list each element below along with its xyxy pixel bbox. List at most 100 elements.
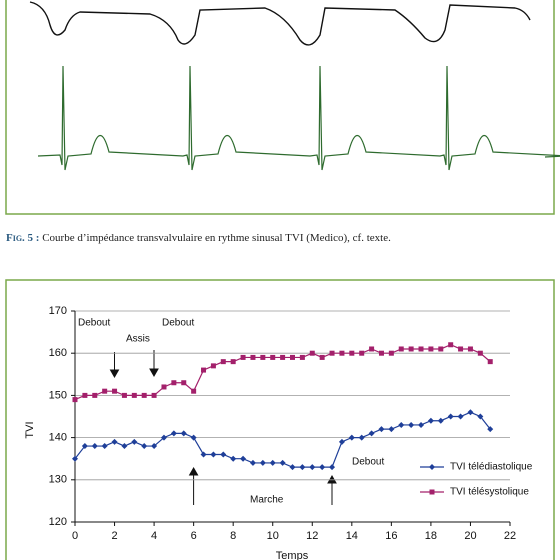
point — [181, 380, 187, 386]
point — [487, 426, 494, 433]
point — [160, 434, 167, 441]
x-tick-label: 8 — [230, 530, 236, 542]
point — [349, 350, 355, 356]
point — [81, 443, 88, 450]
point — [309, 464, 316, 471]
point — [329, 350, 335, 356]
point — [249, 459, 256, 466]
point — [299, 354, 305, 360]
point — [250, 354, 256, 360]
point — [388, 426, 395, 433]
point — [151, 392, 157, 398]
point — [408, 346, 414, 352]
point — [72, 397, 78, 403]
point — [348, 434, 355, 441]
series-line — [74, 411, 491, 468]
annotation: Debout — [352, 457, 384, 468]
point — [161, 384, 167, 390]
point — [457, 413, 464, 420]
point — [467, 409, 474, 416]
x-tick-label: 14 — [346, 530, 358, 542]
x-tick-label: 0 — [72, 530, 78, 542]
point — [141, 443, 148, 450]
figure-frame — [5, 0, 555, 215]
point — [280, 354, 286, 360]
y-tick-label: 120 — [49, 516, 67, 528]
y-tick-label: 140 — [49, 432, 67, 444]
y-tick-label: 170 — [49, 305, 67, 317]
point — [201, 367, 207, 373]
x-tick-label: 10 — [267, 530, 279, 542]
annotation: Assis — [126, 334, 150, 345]
point — [170, 430, 177, 437]
x-tick-label: 16 — [385, 530, 397, 542]
x-tick-label: 18 — [425, 530, 437, 542]
legend-marker — [429, 464, 435, 470]
annotation: Marche — [250, 495, 284, 506]
point — [111, 438, 118, 445]
x-tick-label: 4 — [151, 530, 157, 542]
point — [259, 459, 266, 466]
point — [368, 430, 375, 437]
point — [458, 346, 464, 352]
y-tick-label: 130 — [49, 474, 67, 486]
point — [121, 443, 128, 450]
point — [102, 388, 108, 394]
point — [230, 455, 237, 462]
point — [230, 359, 236, 365]
point — [319, 354, 325, 360]
x-tick-label: 20 — [464, 530, 476, 542]
point — [210, 451, 217, 458]
annotation: Debout — [162, 318, 194, 329]
point — [428, 346, 434, 352]
point — [378, 426, 385, 433]
point — [398, 346, 404, 352]
point — [319, 464, 326, 471]
point — [112, 388, 118, 394]
legend-marker — [429, 489, 435, 495]
point — [200, 451, 207, 458]
point — [329, 464, 336, 471]
point — [418, 421, 425, 428]
point — [270, 354, 276, 360]
caption-label: Fig. 5 : — [6, 232, 40, 244]
point — [191, 388, 197, 394]
caption-text: Courbe d’impédance transvalvulaire en ry… — [42, 232, 391, 244]
point — [171, 380, 177, 386]
point — [477, 413, 484, 420]
point — [309, 350, 315, 356]
point — [101, 443, 108, 450]
point — [427, 417, 434, 424]
chart-frame — [5, 279, 555, 560]
point — [398, 421, 405, 428]
x-tick-label: 2 — [111, 530, 117, 542]
point — [359, 350, 365, 356]
point — [289, 464, 296, 471]
point — [131, 392, 137, 398]
x-axis-label: Temps — [276, 550, 309, 560]
point — [299, 464, 306, 471]
point — [338, 438, 345, 445]
x-tick-label: 12 — [306, 530, 318, 542]
point — [447, 413, 454, 420]
y-axis-label: TVI — [24, 421, 36, 438]
point — [358, 434, 365, 441]
point — [220, 359, 226, 365]
point — [269, 459, 276, 466]
arrows — [109, 350, 337, 505]
point — [190, 434, 197, 441]
impedance-wave — [29, 1, 531, 46]
caption: Fig. 5 : Courbe d’impédance transvalvula… — [6, 232, 554, 244]
point — [240, 354, 246, 360]
point — [240, 455, 247, 462]
annotation: Debout — [78, 318, 110, 329]
point — [339, 350, 345, 356]
point — [180, 430, 187, 437]
point — [151, 443, 158, 450]
point — [408, 421, 415, 428]
point — [369, 346, 375, 352]
point — [467, 346, 473, 352]
ecg-wave — [37, 65, 560, 171]
